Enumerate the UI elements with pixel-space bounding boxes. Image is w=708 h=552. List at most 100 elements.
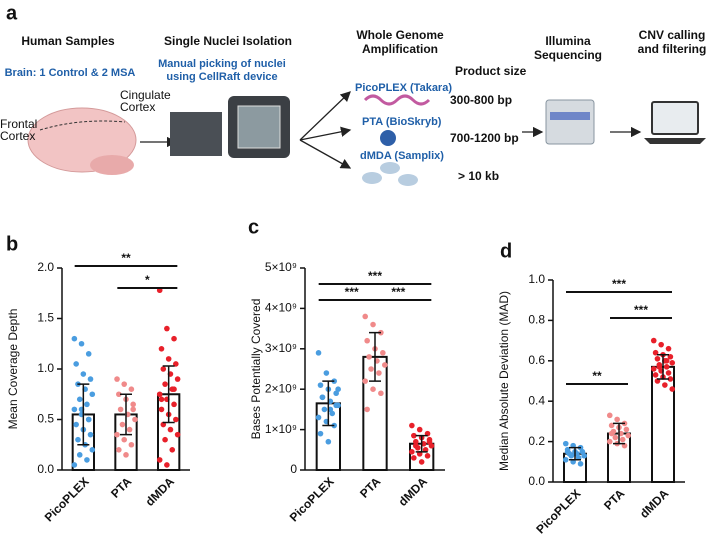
x-tick-label: PTA [108,474,134,500]
panel-label: c [248,216,259,238]
dna-icon [398,174,418,186]
data-point [158,406,165,413]
data-point [89,447,96,453]
y-tick-label: 5×10⁹ [265,260,297,274]
brain-label: Frontal [0,117,37,131]
error-bar [569,446,581,461]
data-point [171,335,177,342]
brain-label: Cortex [120,100,155,114]
data-point [116,447,122,453]
significance-label: ** [121,251,131,265]
x-tick-label: PicoPLEX [287,474,337,524]
data-point [75,436,81,443]
data-point [409,422,415,429]
significance-label: *** [634,303,648,317]
data-point [382,362,388,368]
error-bar [613,422,625,445]
y-tick-label: 2×10⁹ [265,381,297,395]
x-tick-label: dMDA [396,474,431,509]
arrow [299,91,351,141]
error-bar [369,331,381,382]
dna-icon [363,94,431,106]
data-point [370,386,376,393]
step-note: Manual picking of nuclei [158,58,286,70]
error-bar [162,365,175,424]
data-point [85,416,92,423]
sequencer-icon [545,99,595,145]
data-point [73,361,79,367]
data-point [156,457,163,463]
data-point [650,337,657,344]
data-point [85,351,92,357]
x-tick-label: PTA [601,486,627,512]
panel-label: a [6,2,18,24]
y-tick-label: 0 [290,462,297,476]
data-point [654,355,661,362]
data-point [606,438,613,445]
step-title: Sequencing [534,48,602,62]
data-point [114,376,120,382]
data-point [174,376,181,382]
data-point [669,360,676,366]
enzyme-icon [380,130,396,146]
data-point [562,440,569,447]
data-point [424,453,431,459]
step-title: and filtering [638,42,707,56]
cellraft-icon [237,105,281,149]
y-tick-label: 0.0 [528,474,545,488]
error-bar [657,353,669,380]
workflow-diagram: a Human Samples Brain: 1 Control & 2 MSA… [0,2,706,186]
data-point [117,406,124,413]
y-tick-label: 4×10⁹ [265,301,297,315]
y-tick-label: 0.2 [528,434,545,448]
y-tick-label: 1.0 [37,361,54,375]
data-point [80,371,87,377]
data-point [669,386,676,392]
data-point [167,426,174,433]
brain-label: Cortex [0,129,35,143]
data-point [581,452,588,459]
step-title: Single Nuclei Isolation [164,34,292,48]
data-point [412,438,419,445]
data-point [416,426,423,433]
data-point [121,381,128,387]
data-point [378,390,384,397]
x-tick-label: PicoPLEX [42,474,92,524]
data-point [335,386,341,393]
laptop-icon [651,101,699,135]
y-axis-label: Median Absolute Deviation (MAD) [497,291,511,471]
data-point [366,354,372,360]
data-point [619,436,626,443]
sequencer-icon [550,112,590,120]
data-point [89,391,96,398]
y-tick-label: 1.0 [528,272,545,286]
data-point [652,372,659,378]
significance-label: * [145,273,150,287]
data-point [71,406,78,413]
error-bar [77,383,90,446]
data-point [608,430,615,437]
y-axis-label: Bases Potentially Covered [249,299,263,440]
y-tick-label: 0.4 [528,393,545,407]
panel-label: b [6,233,18,255]
data-point [411,455,417,461]
method-label: dMDA (Samplix) [360,150,444,162]
error-bar [322,380,335,427]
data-point [362,378,369,384]
data-point [656,364,663,370]
data-point [667,376,674,382]
arrow [299,126,352,141]
arrow [299,139,352,169]
data-point [76,396,83,403]
y-tick-label: 0.5 [37,412,54,426]
step-title: CNV calling [639,28,706,42]
x-tick-label: dMDA [143,474,178,509]
step-note: Brain: 1 Control & 2 MSA [5,67,136,79]
cut-line [39,120,126,131]
data-point [658,341,664,348]
data-point [121,436,128,443]
y-tick-label: 2.0 [37,260,54,274]
data-point [364,337,370,344]
data-point [128,386,135,393]
